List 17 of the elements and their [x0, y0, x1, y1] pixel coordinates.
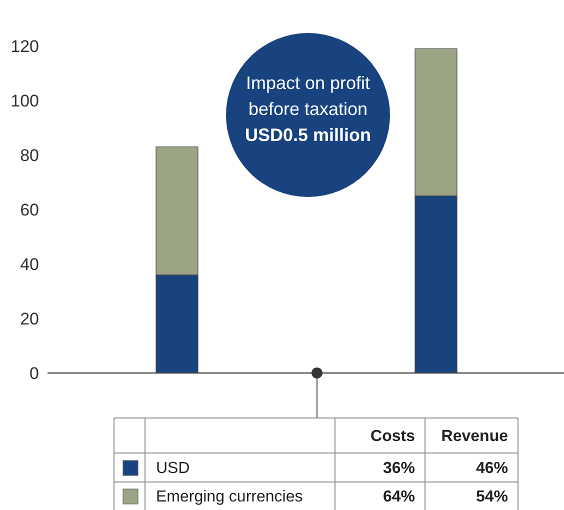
y-tick-label: 60 — [20, 200, 39, 220]
text: 46% — [476, 460, 508, 478]
text: 36% — [382, 460, 415, 478]
annotation: Impact on profit before taxation — [246, 73, 370, 119]
legend-label: Emerging currencies — [156, 488, 303, 506]
text: 54% — [476, 488, 508, 506]
legend-label: USD — [156, 460, 190, 478]
y-tick-label: 120 — [10, 36, 39, 56]
y-tick-label: 100 — [10, 91, 39, 110]
y-tick-label: 80 — [20, 146, 39, 165]
y-tick-label: 20 — [20, 309, 39, 328]
y-tick-label: 0 — [30, 364, 39, 383]
y-tick-label: 40 — [20, 254, 39, 274]
annotation: USD0.5 million — [244, 125, 372, 145]
text: Revenue — [441, 428, 508, 446]
text: 64% — [382, 488, 415, 506]
text: Costs — [370, 428, 416, 446]
